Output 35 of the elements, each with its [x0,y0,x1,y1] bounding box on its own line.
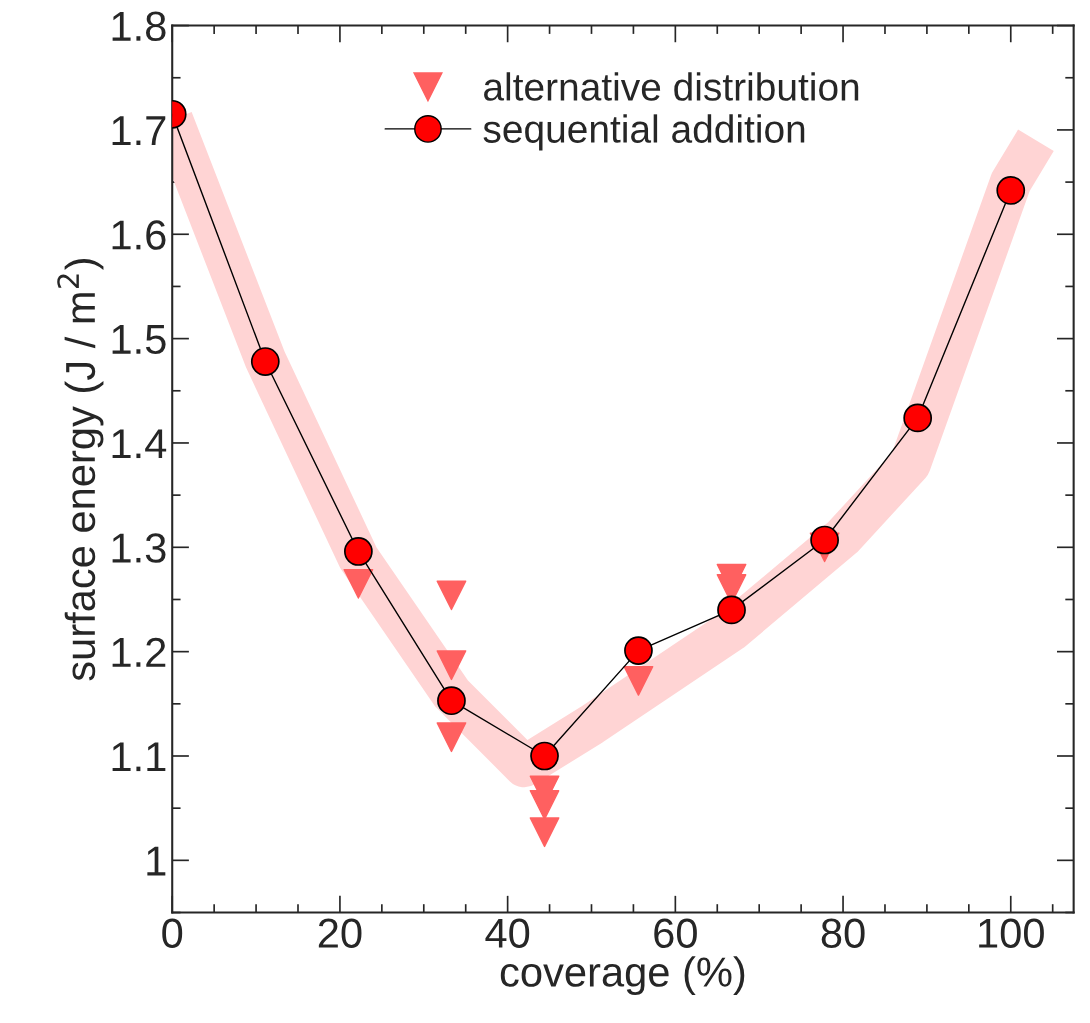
point [996,176,1026,205]
legend-label: alternative distribution [484,72,859,101]
point [344,537,373,566]
point [436,722,467,753]
point [250,347,280,376]
x-axis-title: coverage (%) [500,956,745,996]
point [529,790,560,820]
point [436,580,467,611]
point [530,741,559,771]
y-tick-label: 1.8 [112,11,166,42]
y-axis-title: surface energy (J / m$^{2}$) [57,259,104,681]
y-tick-label: 1.5 [112,325,166,355]
point [717,595,746,625]
x-tick-label: 40 [485,918,530,948]
point [624,636,653,665]
y-tick-label: 1 [147,846,166,876]
y-tick-label: 1.6 [112,220,166,250]
x-tick-label: 0 [162,918,183,948]
point [436,650,467,681]
point [529,817,560,848]
point [623,665,654,696]
point [903,403,933,433]
y-tick-label: 1.1 [112,742,166,772]
y-tick-label: 1.7 [112,116,166,146]
y-tick-label: 1.3 [112,533,166,563]
x-tick-label: 20 [318,918,362,948]
legend-label: sequential addition [483,114,805,151]
point [437,686,466,716]
y-tick-label: 1.4 [112,429,167,459]
y-tick-label: 1.2 [112,637,166,667]
x-tick-label: 100 [979,918,1044,948]
x-tick-label: 60 [654,918,697,948]
point [810,525,839,555]
x-tick-label: 80 [821,918,865,948]
point [343,568,374,599]
